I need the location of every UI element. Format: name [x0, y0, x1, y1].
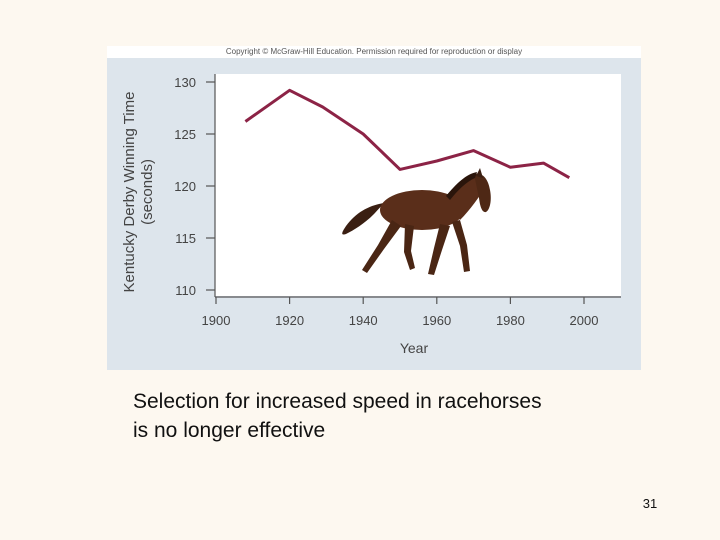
caption: Selection for increased speed in racehor… — [133, 387, 653, 445]
y-tick-label: 130 — [174, 75, 196, 90]
x-tick-label: 1980 — [496, 313, 525, 328]
x-tick-label: 1960 — [422, 313, 451, 328]
axes: 110 115 120 125 130 1900 1920 1940 1960 1980 2000 Y… — [121, 74, 621, 356]
y-tick-label: 125 — [174, 127, 196, 142]
x-tick-label: 1900 — [202, 313, 231, 328]
y-axis-title: Kentucky Derby Winning Time — [121, 92, 138, 293]
y-tick-label: 110 — [175, 283, 196, 298]
copyright-notice: Copyright © McGraw-Hill Education. Permi… — [107, 46, 641, 58]
plot-area — [215, 74, 621, 296]
y-tick-label: 120 — [174, 179, 196, 194]
x-tick-label: 1940 — [349, 313, 378, 328]
x-tick-label: 2000 — [570, 313, 599, 328]
caption-line-1: Selection for increased speed in racehor… — [133, 390, 542, 413]
y-tick-label: 115 — [175, 231, 196, 246]
slide-number: 31 — [642, 496, 658, 511]
horse-icon — [342, 168, 491, 275]
x-tick-label: 1920 — [275, 313, 304, 328]
caption-line-2: is no longer effective — [133, 419, 326, 442]
y-axis-units: (seconds) — [139, 159, 156, 225]
series-line — [244, 88, 571, 180]
x-axis-title: Year — [400, 340, 429, 356]
